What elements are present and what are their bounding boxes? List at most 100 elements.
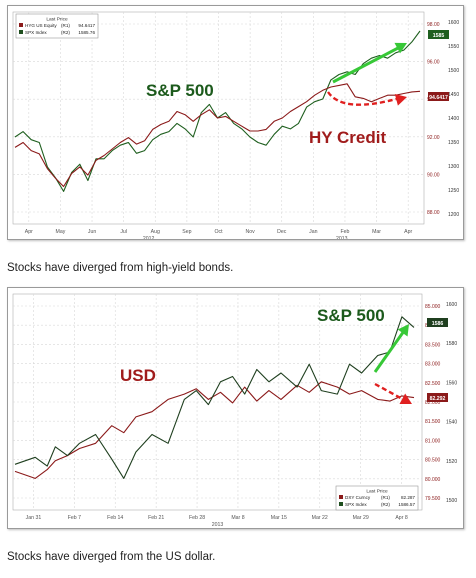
c1-legend-swatch [19,23,23,27]
c2-r2-tick-label: 1580 [446,341,457,347]
c2-spx-value-tag: 1586 [432,321,444,327]
c2-arrow-down-line [374,382,407,403]
c1-legend-axis: (R2) [61,30,70,35]
c2-r2-tick-label: 1520 [446,459,457,465]
c1-series-line-r1 [14,83,421,188]
chart-2-canvas: Jan 31 Feb 7 Feb 14 Feb 21 Feb 28 Mar 8 Mar 15… [12,293,457,528]
c1-x-tick-label: Oct [214,229,223,235]
c1-arrow-up-line [332,45,401,84]
c1-r2-tick-label: 1550 [448,44,459,50]
c2-r1-tick-label: 83.000 [425,362,441,368]
c2-r1-tick-label: 80.500 [425,458,441,464]
c1-r2-tick-label: 1400 [448,116,459,122]
caption-2: Stocks have diverged from the US dollar. [7,551,216,563]
c1-x-tick-label: Sep [182,229,191,235]
c1-x-tick-label: Apr [25,229,33,235]
c1-r2-tick-label: 1600 [448,20,459,26]
c1-hyg-value-tag: 94.6417 [429,95,448,101]
c2-annotation-usd: USD [120,366,156,385]
c1-r1-tick-label: 96.00 [427,60,440,66]
c2-x-tick-label: Feb 7 [68,515,81,521]
c1-spx-value-tag-bg [428,30,449,39]
c2-legend-axis: (R1) [381,495,390,500]
c1-legend-label: HYG US Equity [25,23,57,28]
c1-year-label: 2012 [143,236,155,239]
c1-x-tick-label: May [56,229,66,235]
c1-annotation-spx: S&P 500 [146,81,214,100]
c1-arrow-down-line [327,91,401,106]
c2-arrow-down-head [399,393,412,405]
c2-legend-value: 82.287 [401,495,415,500]
c2-x-tick-label: Apr 8 [395,515,408,521]
c1-r2-tick-label: 1200 [448,212,459,218]
c1-x-tick-label: Mar [372,229,381,235]
c2-x-tick-label: Mar 22 [312,515,328,521]
c1-legend-label: SPX Index [25,30,47,35]
c2-r2-tick-label: 1540 [446,420,457,426]
c2-r1-tick-label: 81.000 [425,438,441,444]
chart-hyg-vs-spx: Apr May Jun Jul Aug Sep Oct Nov Dec Jan Feb Mar Apr 2… [7,5,464,240]
c2-r2-tick-label: 1560 [446,380,457,386]
c2-spx-value-tag-bg [427,318,448,327]
c2-x-tick-label: Feb 28 [189,515,205,521]
c2-legend-title: Last Price [366,489,388,495]
c2-r1-tick-label: 82.500 [425,381,441,387]
c1-arrow-up-head [394,42,407,54]
c1-r2-tick-label: 1250 [448,188,459,194]
c1-r1-tick-label: 92.00 [427,135,440,141]
c2-r1-tick-label: 79.500 [425,496,441,502]
c1-x-tick-label: Feb [340,229,349,235]
c1-year-label: 2013 [336,236,348,239]
c2-legend-label: SPX Index [345,502,367,507]
c2-r1-tick-label: 80.000 [425,477,441,483]
c1-x-tick-label: Jan [309,229,317,235]
c2-legend-value: 1586.57 [398,502,415,507]
c1-spx-value-tag: 1585 [433,33,445,39]
c2-legend-swatch [339,495,343,499]
c2-annotation-spx: S&P 500 [317,306,385,325]
c1-legend-title: Last Price [46,17,68,23]
c2-r2-tick-label: 1600 [446,302,457,308]
c2-legend-axis: (R2) [381,502,390,507]
c2-r1-tick-label: 85.000 [425,304,441,310]
c2-legend-box [335,485,419,511]
c1-x-tick-label: Dec [277,229,287,235]
c1-x-tick-label: Jul [120,229,127,235]
c2-r2-tick-label: 1500 [446,498,457,504]
c2-r1-tick-label: 83.500 [425,342,441,348]
c1-r2-tick-label: 1350 [448,140,459,146]
caption-1: Stocks have diverged from high-yield bon… [7,262,234,274]
c2-x-tick-label: Mar 8 [231,515,244,521]
c1-legend-axis: (R1) [61,23,70,28]
chart-1-canvas: Apr May Jun Jul Aug Sep Oct Nov Dec Jan Feb Mar Apr 2… [12,11,459,239]
c1-r1-tick-label: 98.00 [427,22,440,28]
c2-r1-tick-label: 82.000 [425,400,441,406]
c2-x-tick-label: Mar 15 [271,515,287,521]
c1-x-tick-label: Apr [404,229,412,235]
c1-r1-tick-label: 90.00 [427,172,440,178]
c1-legend-swatch [19,30,23,34]
c1-legend-value: 94.6417 [78,23,95,28]
c2-arrow-up-head [397,324,409,337]
c2-x-tick-label: Feb 14 [107,515,123,521]
c2-r1-tick-label: 81.500 [425,419,441,425]
chart-dxy-vs-spx: Jan 31 Feb 7 Feb 14 Feb 21 Feb 28 Mar 8 Mar 15… [7,287,464,529]
c1-x-tick-label: Jun [88,229,96,235]
c1-r2-tick-label: 1500 [448,68,459,74]
c2-x-tick-label: Mar 29 [353,515,369,521]
c2-dxy-value-tag: 82.292 [430,396,446,402]
c2-dxy-value-tag-bg [427,393,448,402]
c1-r2-tick-label: 1450 [448,92,459,98]
c1-annotation-credit: HY Credit [309,128,386,147]
c2-arrow-up-line [373,330,406,373]
c2-series-line-spx [14,316,415,479]
c1-hyg-value-tag-bg [428,92,449,101]
c2-year-label: 2013 [212,522,224,528]
c2-legend-swatch [339,502,343,506]
c1-r2-tick-label: 1300 [448,164,459,170]
c1-legend-box [15,13,99,39]
c2-series-line-r1 [14,381,415,479]
c1-arrow-down-head [394,93,407,106]
c1-legend-value: 1585.76 [78,30,95,35]
c2-x-tick-label: Feb 21 [148,515,164,521]
